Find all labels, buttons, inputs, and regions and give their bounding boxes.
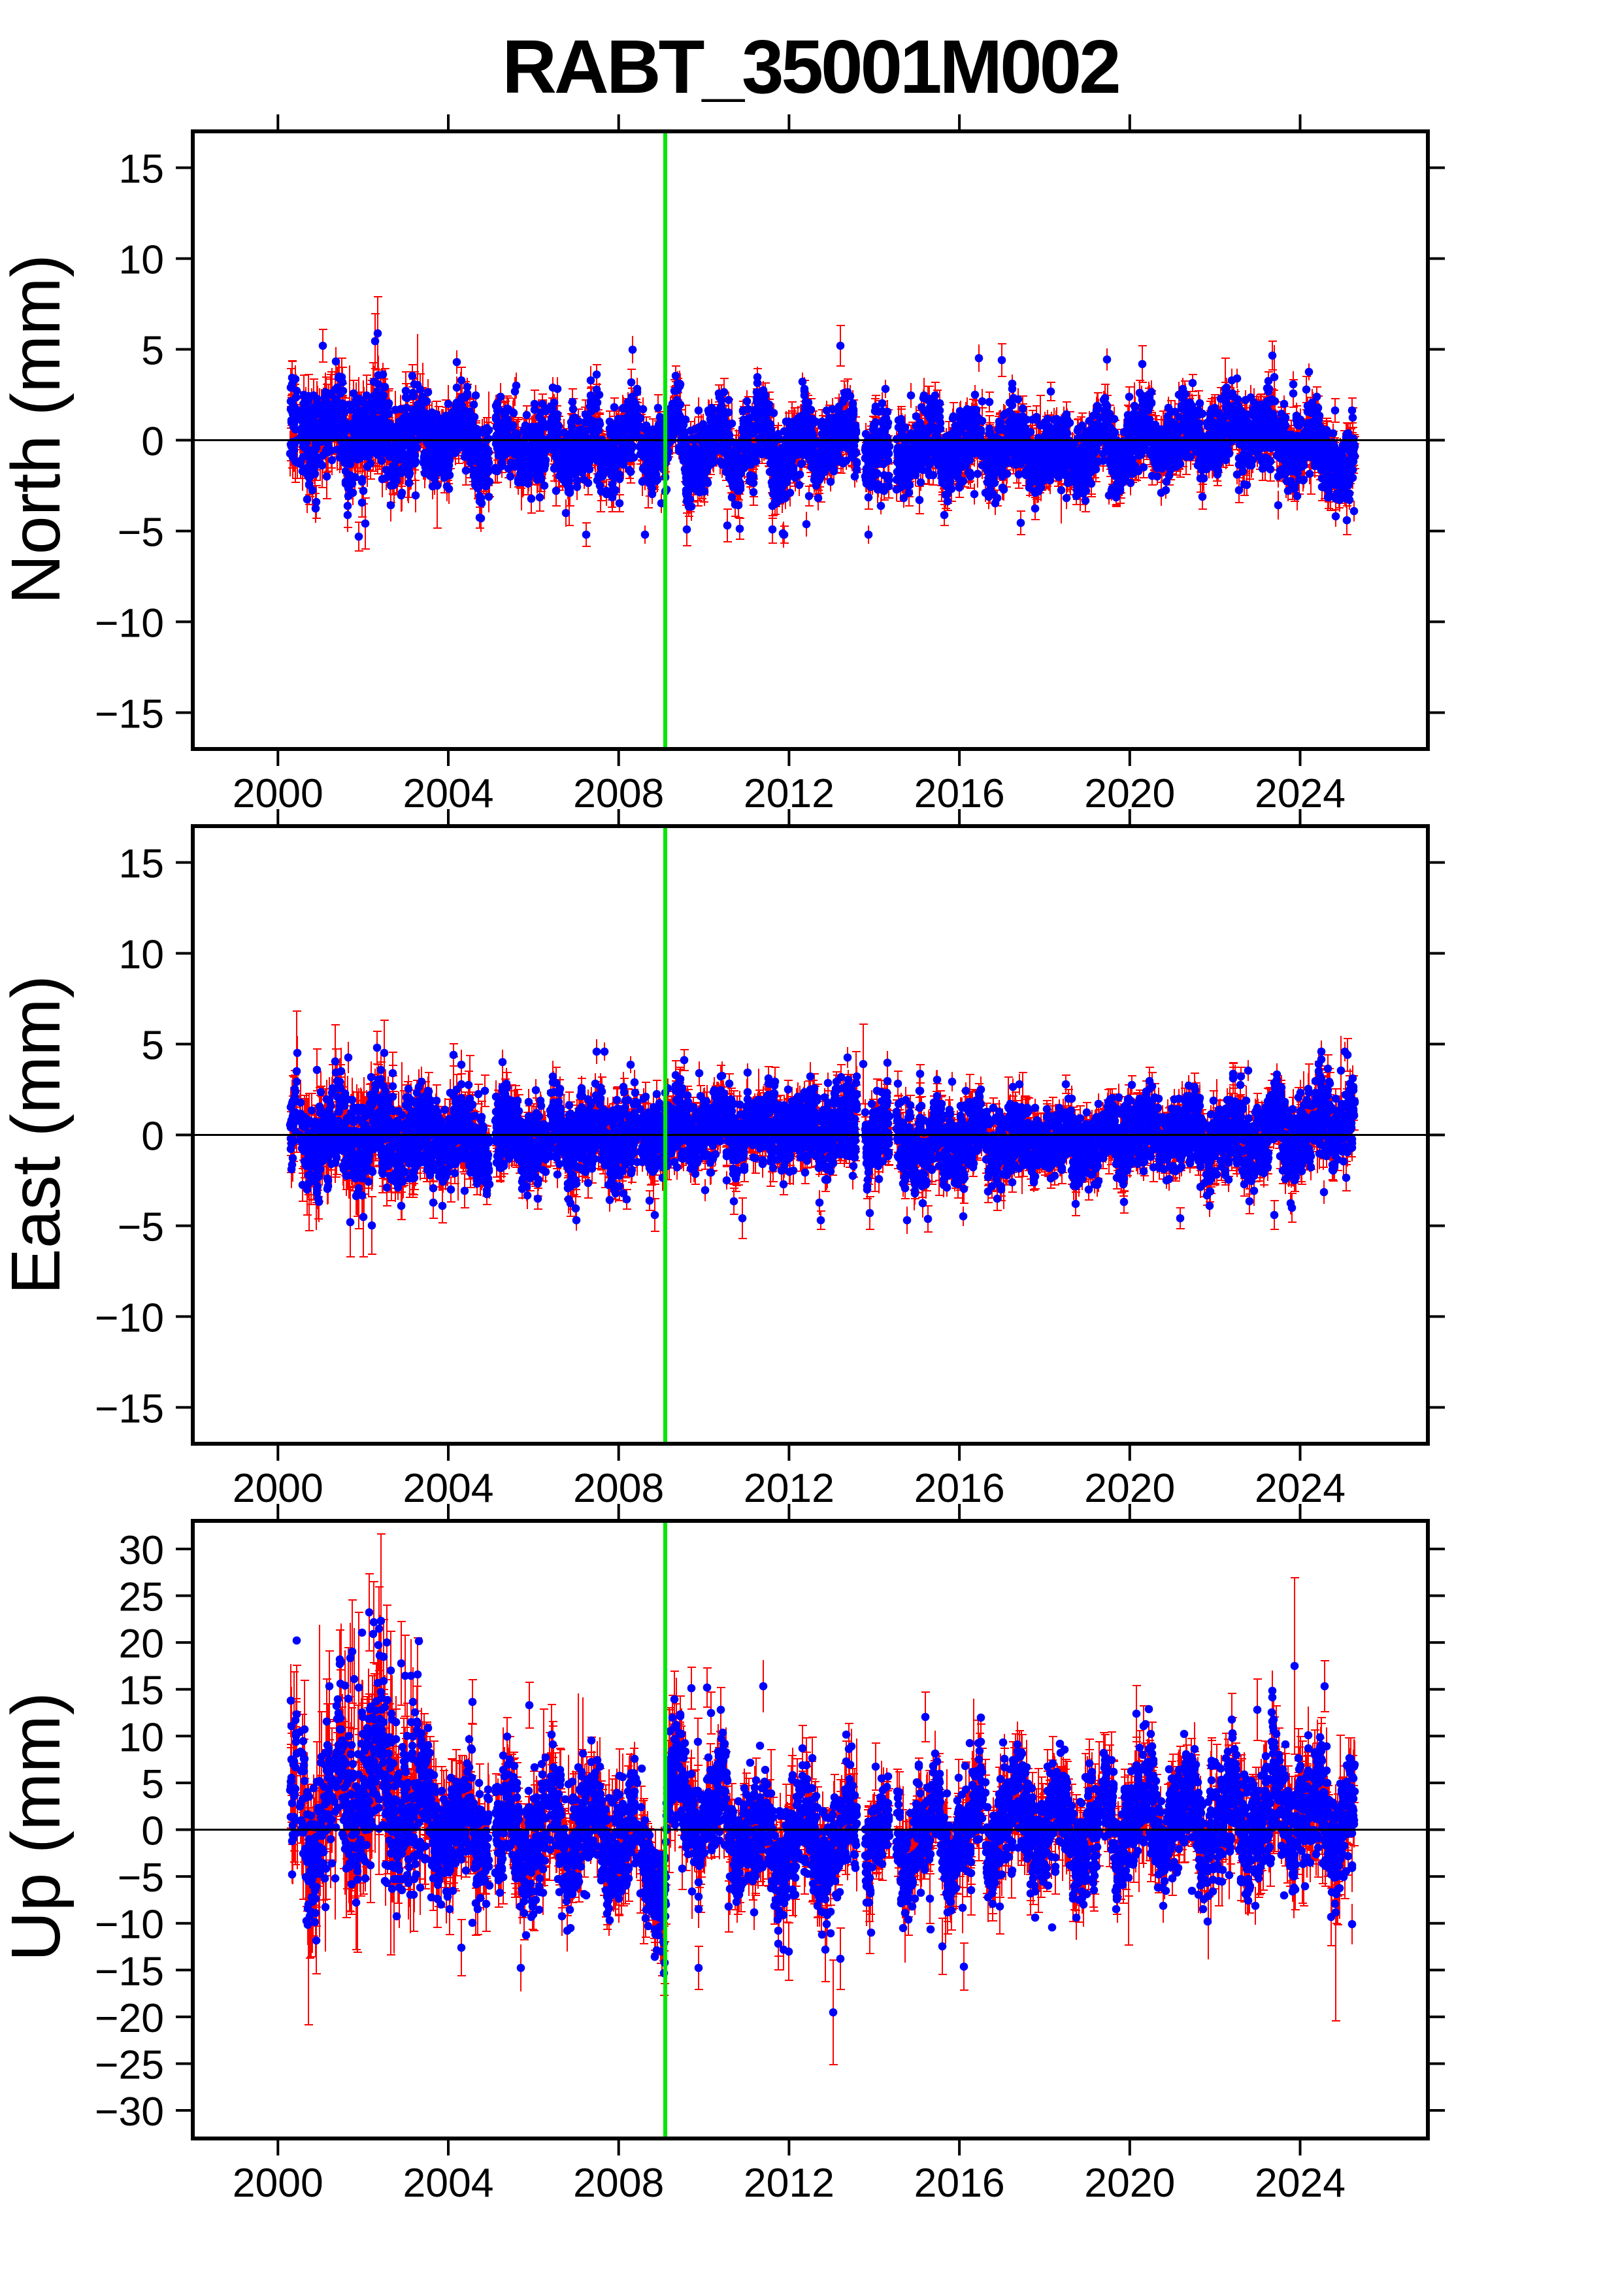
svg-text:30: 30	[118, 1527, 164, 1573]
svg-text:North (mm): North (mm)	[0, 254, 74, 605]
svg-text:East (mm): East (mm)	[0, 975, 74, 1295]
svg-text:2020: 2020	[1084, 771, 1175, 816]
svg-text:2004: 2004	[403, 771, 493, 816]
svg-text:2000: 2000	[233, 1465, 323, 1511]
svg-text:−5: −5	[118, 510, 164, 556]
svg-text:2008: 2008	[573, 771, 664, 816]
svg-text:−10: −10	[95, 600, 164, 646]
svg-text:0: 0	[141, 1114, 164, 1159]
svg-text:2024: 2024	[1255, 2160, 1346, 2206]
svg-text:20: 20	[118, 1621, 164, 1667]
svg-text:2008: 2008	[573, 2160, 664, 2206]
svg-text:0: 0	[141, 419, 164, 465]
svg-text:15: 15	[118, 146, 164, 192]
svg-text:2024: 2024	[1255, 771, 1346, 816]
svg-text:RABT_35001M002: RABT_35001M002	[502, 24, 1118, 109]
svg-text:10: 10	[118, 1714, 164, 1760]
svg-text:5: 5	[141, 328, 164, 374]
svg-text:5: 5	[141, 1023, 164, 1069]
svg-text:−20: −20	[95, 1995, 164, 2041]
svg-text:2012: 2012	[744, 771, 835, 816]
svg-text:2004: 2004	[403, 2160, 493, 2206]
svg-text:15: 15	[118, 841, 164, 887]
svg-text:−10: −10	[95, 1295, 164, 1340]
svg-text:−15: −15	[95, 1948, 164, 1994]
svg-text:25: 25	[118, 1574, 164, 1620]
svg-text:2016: 2016	[914, 771, 1005, 816]
svg-text:2020: 2020	[1084, 2160, 1175, 2206]
svg-text:5: 5	[141, 1761, 164, 1807]
svg-text:−5: −5	[118, 1205, 164, 1250]
svg-text:10: 10	[118, 932, 164, 978]
svg-text:0: 0	[141, 1808, 164, 1854]
svg-text:−15: −15	[95, 691, 164, 737]
svg-text:2000: 2000	[233, 2160, 323, 2206]
svg-text:2012: 2012	[744, 2160, 835, 2206]
svg-text:2016: 2016	[914, 2160, 1005, 2206]
svg-text:−10: −10	[95, 1902, 164, 1948]
svg-text:2024: 2024	[1255, 1465, 1346, 1511]
svg-text:15: 15	[118, 1668, 164, 1714]
svg-text:−25: −25	[95, 2042, 164, 2088]
svg-text:2016: 2016	[914, 1465, 1005, 1511]
svg-text:10: 10	[118, 237, 164, 283]
svg-text:−30: −30	[95, 2089, 164, 2135]
svg-text:2008: 2008	[573, 1465, 664, 1511]
svg-text:2012: 2012	[744, 1465, 835, 1511]
svg-text:2004: 2004	[403, 1465, 493, 1511]
svg-text:2000: 2000	[233, 771, 323, 816]
svg-text:−5: −5	[118, 1855, 164, 1901]
svg-text:−15: −15	[95, 1386, 164, 1431]
svg-text:Up (mm): Up (mm)	[0, 1692, 74, 1961]
svg-text:2020: 2020	[1084, 1465, 1175, 1511]
